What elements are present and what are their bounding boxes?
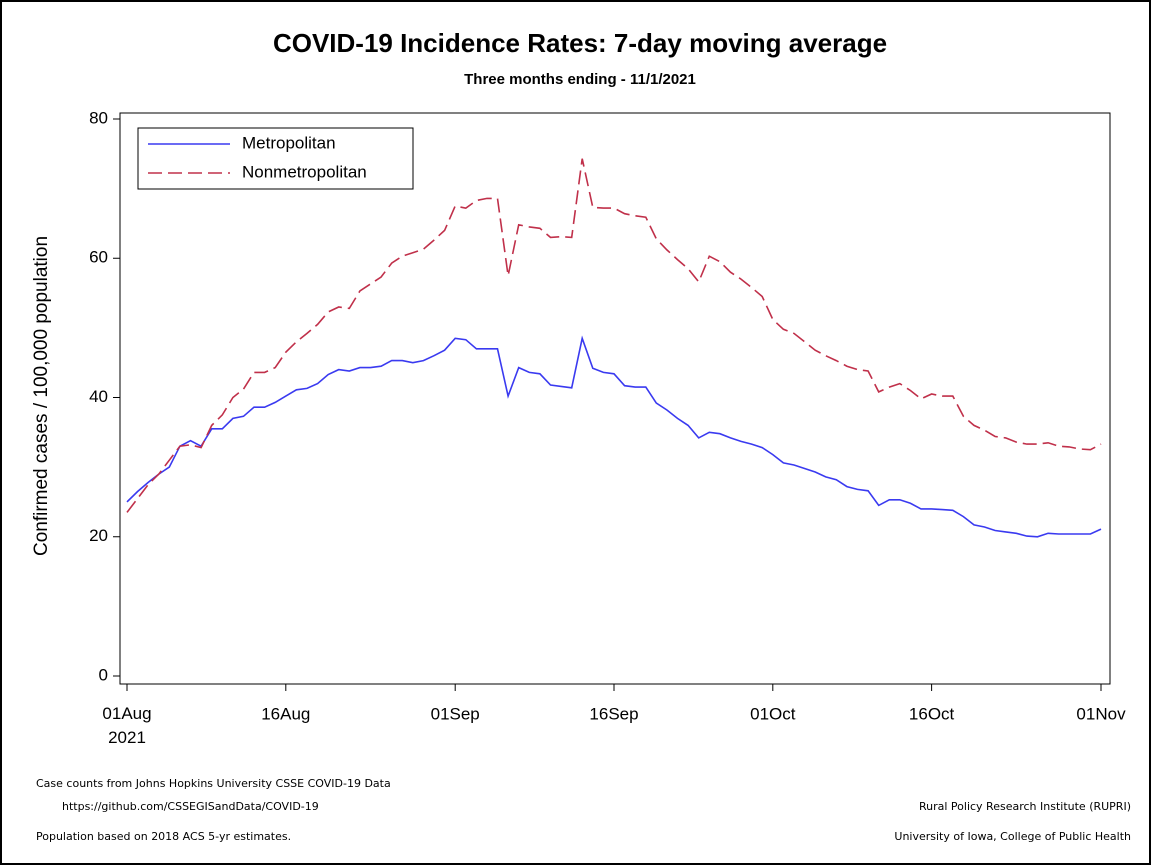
x-tick-label: 16Oct (909, 704, 955, 723)
chart-subtitle: Three months ending - 11/1/2021 (464, 71, 696, 88)
footnote: Rural Policy Research Institute (RUPRI) (919, 800, 1131, 813)
y-tick-label: 80 (89, 108, 108, 127)
plot-frame (119, 112, 1111, 685)
chart-title: COVID-19 Incidence Rates: 7-day moving a… (273, 28, 887, 58)
y-tick-label: 40 (89, 387, 108, 406)
x-tick-label: 16Aug (261, 704, 310, 723)
y-tick-label: 60 (89, 248, 108, 267)
y-tick-label: 20 (89, 526, 108, 545)
legend-label: Metropolitan (242, 133, 336, 152)
footnote: Case counts from Johns Hopkins Universit… (36, 777, 391, 790)
footnote: Population based on 2018 ACS 5-yr estima… (36, 830, 291, 843)
footnote: University of Iowa, College of Public He… (894, 830, 1131, 843)
x-tick-label: 01Sep (431, 704, 480, 723)
y-axis-label: Confirmed cases / 100,000 population (31, 236, 52, 556)
legend-label: Nonmetropolitan (242, 162, 367, 181)
series-line (126, 158, 1102, 513)
x-tick-label: 16Sep (589, 704, 638, 723)
x-tick-label: 01Nov (1076, 704, 1126, 723)
series-line (126, 335, 1102, 538)
legend-box (137, 127, 414, 190)
y-tick-label: 0 (99, 665, 108, 684)
x-tick-label: 01Oct (750, 704, 796, 723)
x-tick-label: 01Aug 2021 (102, 704, 151, 747)
footnote: https://github.com/CSSEGISandData/COVID-… (62, 800, 319, 813)
